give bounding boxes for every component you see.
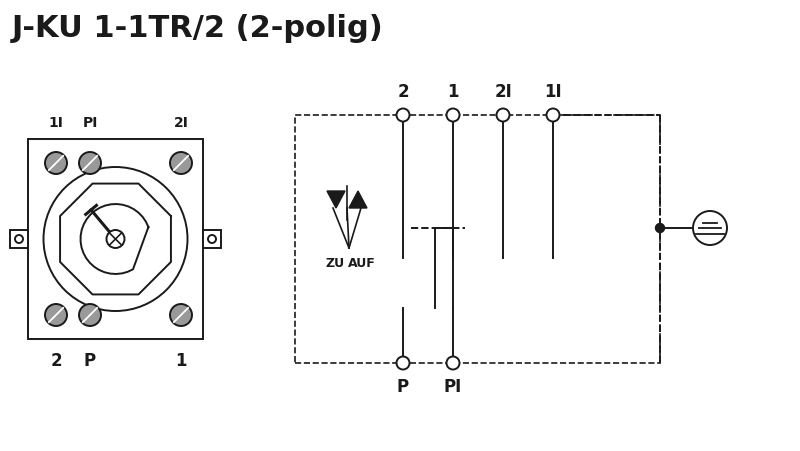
Text: J-KU 1-1TR/2 (2-polig): J-KU 1-1TR/2 (2-polig) — [12, 14, 384, 43]
Text: 1I: 1I — [544, 83, 562, 101]
Polygon shape — [349, 192, 367, 208]
Text: 2: 2 — [50, 351, 62, 369]
Text: AUF: AUF — [348, 257, 376, 269]
Text: 1: 1 — [175, 351, 186, 369]
Text: PI: PI — [82, 116, 98, 130]
Circle shape — [208, 235, 216, 244]
Text: 1I: 1I — [49, 116, 63, 130]
Circle shape — [397, 109, 410, 122]
Circle shape — [15, 235, 23, 244]
Circle shape — [446, 109, 459, 122]
Circle shape — [170, 152, 192, 175]
Circle shape — [446, 357, 459, 370]
Text: P: P — [84, 351, 96, 369]
Circle shape — [655, 224, 665, 233]
Text: P: P — [397, 377, 409, 395]
Circle shape — [497, 109, 510, 122]
Text: ZU: ZU — [326, 257, 345, 269]
Circle shape — [45, 304, 67, 326]
Circle shape — [170, 304, 192, 326]
Text: PI: PI — [444, 377, 462, 395]
Circle shape — [43, 168, 187, 311]
Bar — [28, 140, 203, 339]
Circle shape — [79, 304, 101, 326]
Circle shape — [106, 230, 125, 249]
Text: 2I: 2I — [174, 116, 189, 130]
Bar — [203, 230, 221, 249]
Circle shape — [45, 152, 67, 175]
Text: 1: 1 — [447, 83, 458, 101]
Polygon shape — [327, 192, 345, 208]
Circle shape — [546, 109, 559, 122]
Text: 2: 2 — [397, 83, 409, 101]
Circle shape — [79, 152, 101, 175]
Circle shape — [397, 357, 410, 370]
Bar — [10, 230, 28, 249]
Circle shape — [693, 212, 727, 245]
Text: 2I: 2I — [494, 83, 512, 101]
Bar — [295, 116, 660, 363]
